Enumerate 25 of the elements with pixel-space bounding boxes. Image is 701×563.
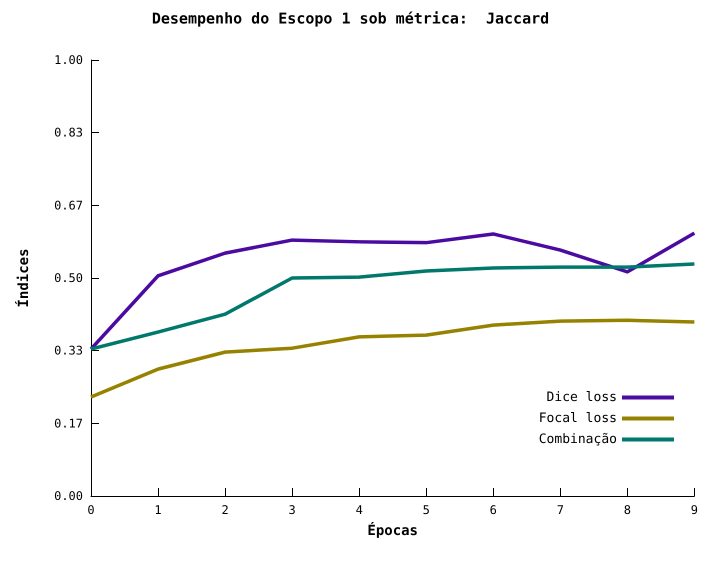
x-tick-label: 5 bbox=[422, 503, 430, 517]
x-tick-label: 3 bbox=[288, 503, 296, 517]
x-tick-label: 0 bbox=[87, 503, 95, 517]
x-tick-label: 9 bbox=[690, 503, 698, 517]
y-tick-label: 0.33 bbox=[54, 344, 83, 358]
y-tick-label: 0.83 bbox=[54, 126, 83, 140]
x-tick-label: 2 bbox=[221, 503, 229, 517]
legend-label: Combinação bbox=[538, 432, 617, 447]
legend-label: Focal loss bbox=[538, 411, 617, 426]
legend-label: Dice loss bbox=[546, 390, 617, 405]
x-tick-label: 8 bbox=[624, 503, 631, 517]
y-axis-title: Índices bbox=[15, 248, 32, 308]
y-tick-label: 0.00 bbox=[54, 489, 83, 503]
y-tick-label: 0.67 bbox=[54, 198, 83, 212]
line-series bbox=[89, 262, 696, 351]
y-tick-label: 1.00 bbox=[54, 53, 83, 67]
y-tick-label: 0.50 bbox=[54, 271, 83, 285]
y-tick-label: 0.17 bbox=[54, 416, 83, 430]
x-tick-label: 1 bbox=[154, 503, 162, 517]
x-axis-title: Épocas bbox=[367, 522, 418, 539]
x-tick-label: 7 bbox=[556, 503, 564, 517]
line-series bbox=[89, 231, 696, 351]
chart-title: Desempenho do Escopo 1 sob métrica: Jaccard bbox=[152, 10, 550, 28]
x-tick-label: 4 bbox=[356, 503, 363, 517]
x-tick-label: 6 bbox=[490, 503, 497, 517]
